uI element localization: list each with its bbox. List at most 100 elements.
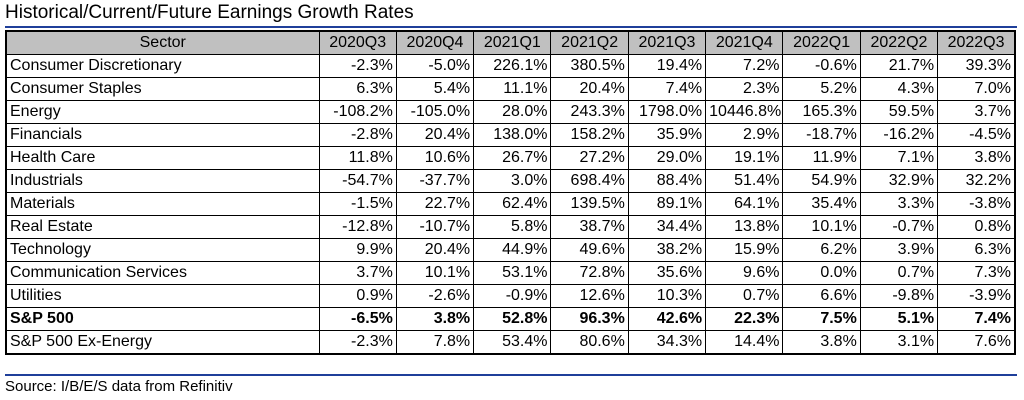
growth-rate-cell: 20.4% [395, 238, 475, 262]
growth-rate-cell: 3.9% [859, 238, 939, 262]
growth-rate-cell: 0.0% [782, 261, 861, 285]
growth-rate-cell: 10.6% [395, 146, 475, 170]
growth-rate-cell: 19.4% [627, 54, 707, 78]
growth-rate-cell: 53.1% [473, 261, 552, 285]
table-row: Communication Services 3.7% 10.1% 53.1% 72.8… [5, 261, 1016, 285]
growth-rate-cell: 27.2% [550, 146, 629, 170]
table-row: Financials -2.8% 20.4% 138.0% 158.2% 35.9% 2.9… [5, 123, 1016, 147]
growth-rate-cell: -3.8% [937, 192, 1016, 216]
column-header-2021q1: 2021Q1 [473, 30, 552, 55]
sector-name-cell: Consumer Discretionary [5, 54, 320, 78]
growth-rate-cell: 62.4% [473, 192, 552, 216]
growth-rate-cell: 38.7% [550, 215, 629, 239]
growth-rate-cell: -0.7% [859, 215, 939, 239]
growth-rate-cell: 139.5% [550, 192, 629, 216]
growth-rate-cell: 20.4% [395, 123, 475, 147]
growth-rate-cell: -9.8% [859, 284, 939, 308]
table-row: Technology 9.9% 20.4% 44.9% 49.6% 38.2% 15.9% 6… [5, 238, 1016, 262]
growth-rate-cell: -108.2% [318, 100, 397, 124]
growth-rate-cell: 32.2% [937, 169, 1016, 193]
growth-rate-cell: -5.0% [395, 54, 475, 78]
growth-rate-cell: -16.2% [859, 123, 939, 147]
sector-name-cell: Energy [5, 100, 320, 124]
growth-rate-cell: 9.9% [318, 238, 397, 262]
growth-rate-cell: 7.2% [705, 54, 784, 78]
table-row: Consumer Discretionary -2.3% -5.0% 226.1% 38… [5, 54, 1016, 78]
growth-rate-cell: -2.3% [318, 330, 397, 355]
growth-rate-cell: 52.8% [473, 307, 552, 331]
growth-rate-cell: 6.6% [782, 284, 861, 308]
column-header-2022q3: 2022Q3 [937, 30, 1016, 55]
growth-rate-cell: 88.4% [627, 169, 707, 193]
sector-name-cell: Financials [5, 123, 320, 147]
sector-name-cell: Health Care [5, 146, 320, 170]
growth-rate-cell: 19.1% [705, 146, 784, 170]
table-body: Consumer Discretionary -2.3% -5.0% 226.1% 38… [5, 54, 1016, 355]
growth-rate-cell: 7.6% [937, 330, 1016, 355]
growth-rate-cell: 54.9% [782, 169, 861, 193]
growth-rate-cell: -2.8% [318, 123, 397, 147]
column-header-2021q2: 2021Q2 [550, 30, 629, 55]
growth-rate-cell: -2.6% [395, 284, 475, 308]
growth-rate-cell: 3.8% [395, 307, 475, 331]
sector-name-cell: S&P 500 [5, 307, 320, 331]
growth-rate-cell: -10.7% [395, 215, 475, 239]
page-title: Historical/Current/Future Earnings Growt… [5, 2, 414, 23]
growth-rate-cell: 10446.8% [705, 100, 784, 124]
growth-rate-cell: -37.7% [395, 169, 475, 193]
growth-rate-cell: 21.7% [859, 54, 939, 78]
growth-rate-cell: -4.5% [937, 123, 1016, 147]
growth-rate-cell: 22.3% [705, 307, 784, 331]
growth-rate-cell: 38.2% [627, 238, 707, 262]
growth-rate-cell: 10.1% [782, 215, 861, 239]
growth-rate-cell: 3.3% [859, 192, 939, 216]
growth-rate-cell: 5.1% [859, 307, 939, 331]
growth-rate-cell: 28.0% [473, 100, 552, 124]
growth-rate-cell: 7.4% [627, 77, 707, 101]
growth-rate-cell: 3.7% [937, 100, 1016, 124]
sector-name-cell: Real Estate [5, 215, 320, 239]
growth-rate-cell: 13.8% [705, 215, 784, 239]
sector-name-cell: Materials [5, 192, 320, 216]
growth-rate-cell: 89.1% [627, 192, 707, 216]
growth-rate-cell: -6.5% [318, 307, 397, 331]
growth-rate-cell: 35.6% [627, 261, 707, 285]
growth-rate-cell: 226.1% [473, 54, 552, 78]
growth-rate-cell: -12.8% [318, 215, 397, 239]
growth-rate-cell: 698.4% [550, 169, 629, 193]
growth-rate-cell: 0.8% [937, 215, 1016, 239]
growth-rate-cell: 7.5% [782, 307, 861, 331]
top-rule [5, 26, 1017, 28]
growth-rate-cell: 9.6% [705, 261, 784, 285]
growth-rate-cell: 64.1% [705, 192, 784, 216]
growth-rate-cell: 3.8% [937, 146, 1016, 170]
column-header-2021q4: 2021Q4 [705, 30, 784, 55]
source-note: Source: I/B/E/S data from Refinitiv [5, 378, 233, 395]
growth-rate-cell: 11.8% [318, 146, 397, 170]
table-row: Consumer Staples 6.3% 5.4% 11.1% 20.4% 7.4% 2.… [5, 77, 1016, 101]
growth-rate-cell: -3.9% [937, 284, 1016, 308]
growth-rate-cell: 14.4% [705, 330, 784, 355]
growth-rate-cell: 10.3% [627, 284, 707, 308]
table-row: Industrials -54.7% -37.7% 3.0% 698.4% 88.4% 51… [5, 169, 1016, 193]
growth-rate-cell: 5.2% [782, 77, 861, 101]
growth-rate-cell: 35.4% [782, 192, 861, 216]
growth-rate-cell: 7.0% [937, 77, 1016, 101]
table-row: Real Estate -12.8% -10.7% 5.8% 38.7% 34.4% 13.… [5, 215, 1016, 239]
sector-name-cell: Communication Services [5, 261, 320, 285]
growth-rate-cell: 51.4% [705, 169, 784, 193]
growth-rate-cell: 35.9% [627, 123, 707, 147]
growth-rate-cell: 15.9% [705, 238, 784, 262]
growth-rate-cell: -2.3% [318, 54, 397, 78]
column-header-2020q4: 2020Q4 [395, 30, 475, 55]
table-row: S&P 500 Ex-Energy -2.3% 7.8% 53.4% 80.6% 34.3… [5, 330, 1016, 355]
growth-rate-cell: 7.1% [859, 146, 939, 170]
growth-rate-cell: 42.6% [627, 307, 707, 331]
growth-rate-cell: -54.7% [318, 169, 397, 193]
growth-rate-cell: 0.7% [859, 261, 939, 285]
growth-rate-cell: -18.7% [782, 123, 861, 147]
table-row: Materials -1.5% 22.7% 62.4% 139.5% 89.1% 64.1%… [5, 192, 1016, 216]
growth-rate-cell: 29.0% [627, 146, 707, 170]
header-row: Sector 2020Q3 2020Q4 2021Q1 2021Q2 2021Q… [5, 30, 1016, 55]
table-row: Energy -108.2% -105.0% 28.0% 243.3% 1798.0% 10… [5, 100, 1016, 124]
